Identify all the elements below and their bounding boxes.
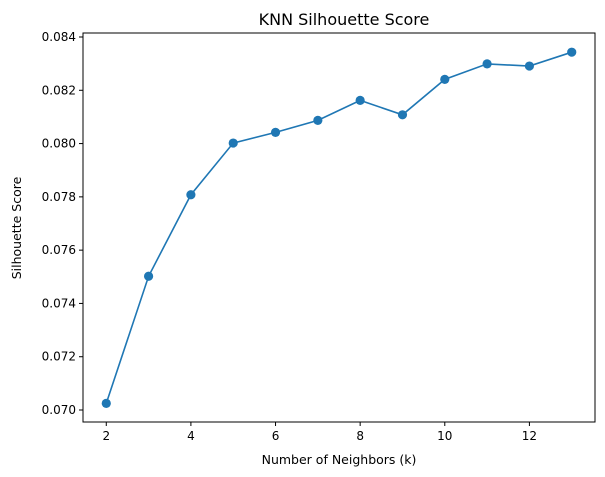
y-tick-label: 0.072 bbox=[42, 350, 76, 364]
data-point bbox=[270, 127, 281, 137]
data-point bbox=[313, 115, 323, 125]
x-tick-label: 8 bbox=[356, 429, 364, 443]
data-point bbox=[524, 61, 535, 71]
y-tick-label: 0.074 bbox=[42, 296, 76, 310]
x-tick-label: 6 bbox=[272, 429, 280, 443]
y-tick-label: 0.076 bbox=[42, 243, 76, 257]
x-tick-label: 10 bbox=[437, 429, 452, 443]
x-axis: 2 4 6 8 10 12 bbox=[102, 422, 537, 443]
y-tick-label: 0.082 bbox=[42, 83, 76, 97]
plot-area bbox=[82, 32, 596, 423]
x-tick-label: 12 bbox=[522, 429, 537, 443]
data-point bbox=[440, 74, 450, 84]
data-point bbox=[567, 47, 577, 57]
x-axis-label: Number of Neighbors (k) bbox=[262, 452, 417, 467]
data-point bbox=[228, 138, 238, 148]
series-layer bbox=[101, 47, 577, 408]
plot-frame bbox=[82, 32, 596, 423]
y-tick-label: 0.084 bbox=[42, 30, 76, 44]
x-tick-label: 2 bbox=[102, 429, 110, 443]
data-point bbox=[186, 190, 196, 200]
data-point bbox=[482, 59, 492, 69]
y-tick-label: 0.078 bbox=[42, 190, 76, 204]
chart-title: KNN Silhouette Score bbox=[259, 10, 430, 29]
data-point bbox=[355, 95, 365, 106]
x-tick-label: 4 bbox=[187, 429, 195, 443]
y-axis: 0.070 0.072 0.074 0.076 0.078 0.080 0.082 0.084 bbox=[42, 30, 83, 417]
series-line bbox=[105, 51, 572, 404]
y-axis-label: Silhouette Score bbox=[9, 176, 24, 279]
y-tick-label: 0.070 bbox=[42, 403, 76, 417]
data-point bbox=[101, 398, 111, 408]
y-tick-label: 0.080 bbox=[42, 137, 76, 151]
data-point bbox=[397, 110, 408, 120]
data-point bbox=[143, 271, 154, 281]
